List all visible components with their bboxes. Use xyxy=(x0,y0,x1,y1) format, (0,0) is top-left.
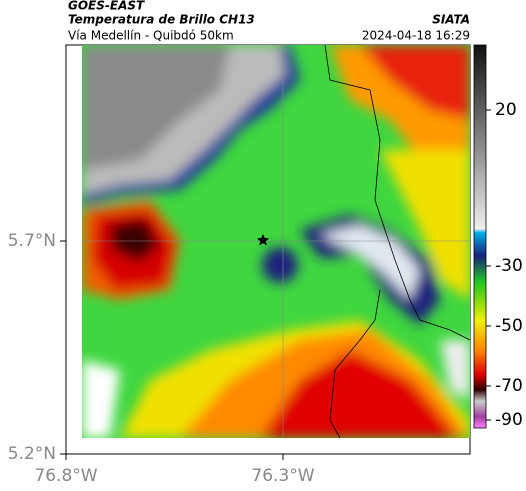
x-tick-label: 76.3°W xyxy=(251,466,314,486)
colorbar-tick-label: -30 xyxy=(495,256,523,276)
title: Temperatura de Brillo CH13 xyxy=(68,13,255,27)
colorbar-ticks: 20 -30 -50 -70 -90 xyxy=(486,100,523,430)
source: GOES-EAST xyxy=(68,0,145,13)
location-marker xyxy=(256,234,270,246)
colorbar-tick-label: -70 xyxy=(495,376,523,396)
colorbar-tick-label: 20 xyxy=(495,100,517,120)
datetime: 2024-04-18 16:29 xyxy=(362,29,470,43)
x-tick-label: 76.8°W xyxy=(34,466,97,486)
org: SIATA xyxy=(432,13,470,27)
brightness-map xyxy=(82,45,470,438)
route: Vía Medellín - Quibdó 50km xyxy=(68,29,234,43)
y-tick-label: 5.2°N xyxy=(8,444,56,464)
colorbar xyxy=(473,44,487,429)
y-tick-label: 5.7°N xyxy=(8,231,56,251)
colorbar-tick-label: -90 xyxy=(495,410,523,430)
colorbar-tick-label: -50 xyxy=(495,316,523,336)
